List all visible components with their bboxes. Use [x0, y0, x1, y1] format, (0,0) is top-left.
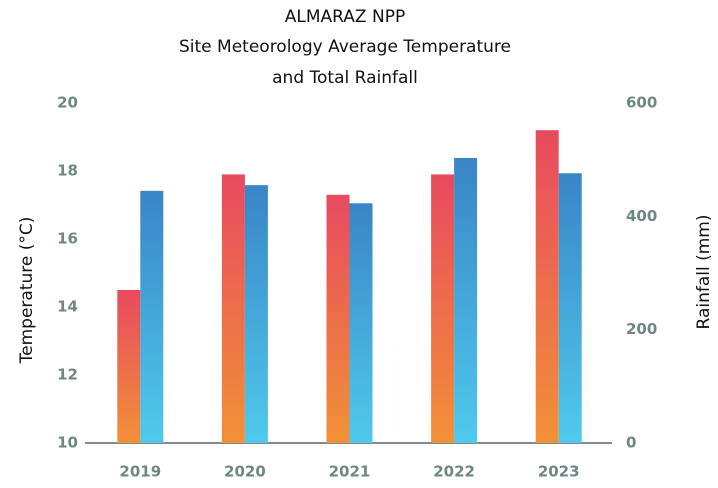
- y2-axis-label: Rainfall (mm): [694, 215, 714, 330]
- x-tick-label: 2020: [224, 463, 266, 481]
- y2-tick-label: 600: [626, 94, 657, 112]
- bar: [431, 174, 455, 443]
- y2-tick-label: 0: [626, 434, 636, 452]
- y-tick-label: 16: [57, 230, 78, 248]
- y-tick-label: 14: [57, 298, 78, 316]
- chart-title: and Total Rainfall: [272, 68, 418, 88]
- y2-tick-label: 200: [626, 320, 657, 338]
- y-tick-label: 10: [57, 434, 78, 452]
- x-tick-label: 2023: [538, 463, 580, 481]
- bar: [221, 174, 245, 443]
- bar: [349, 203, 373, 443]
- x-tick-label: 2021: [329, 463, 371, 481]
- chart-title: Site Meteorology Average Temperature: [179, 37, 511, 57]
- y-tick-label: 20: [57, 94, 78, 112]
- y2-tick-label: 400: [626, 207, 657, 225]
- bar: [326, 194, 350, 443]
- bar: [117, 290, 141, 443]
- y-axis-label: Temperature (°C): [17, 217, 37, 365]
- bar: [244, 185, 268, 443]
- chart-title: ALMARAZ NPP: [285, 7, 405, 27]
- bar: [454, 157, 478, 443]
- y-tick-label: 18: [57, 162, 78, 180]
- bar: [535, 130, 559, 443]
- x-tick-label: 2019: [119, 463, 161, 481]
- bar: [558, 173, 582, 443]
- x-tick-label: 2022: [433, 463, 475, 481]
- y-tick-label: 12: [57, 366, 78, 384]
- bar: [140, 190, 164, 443]
